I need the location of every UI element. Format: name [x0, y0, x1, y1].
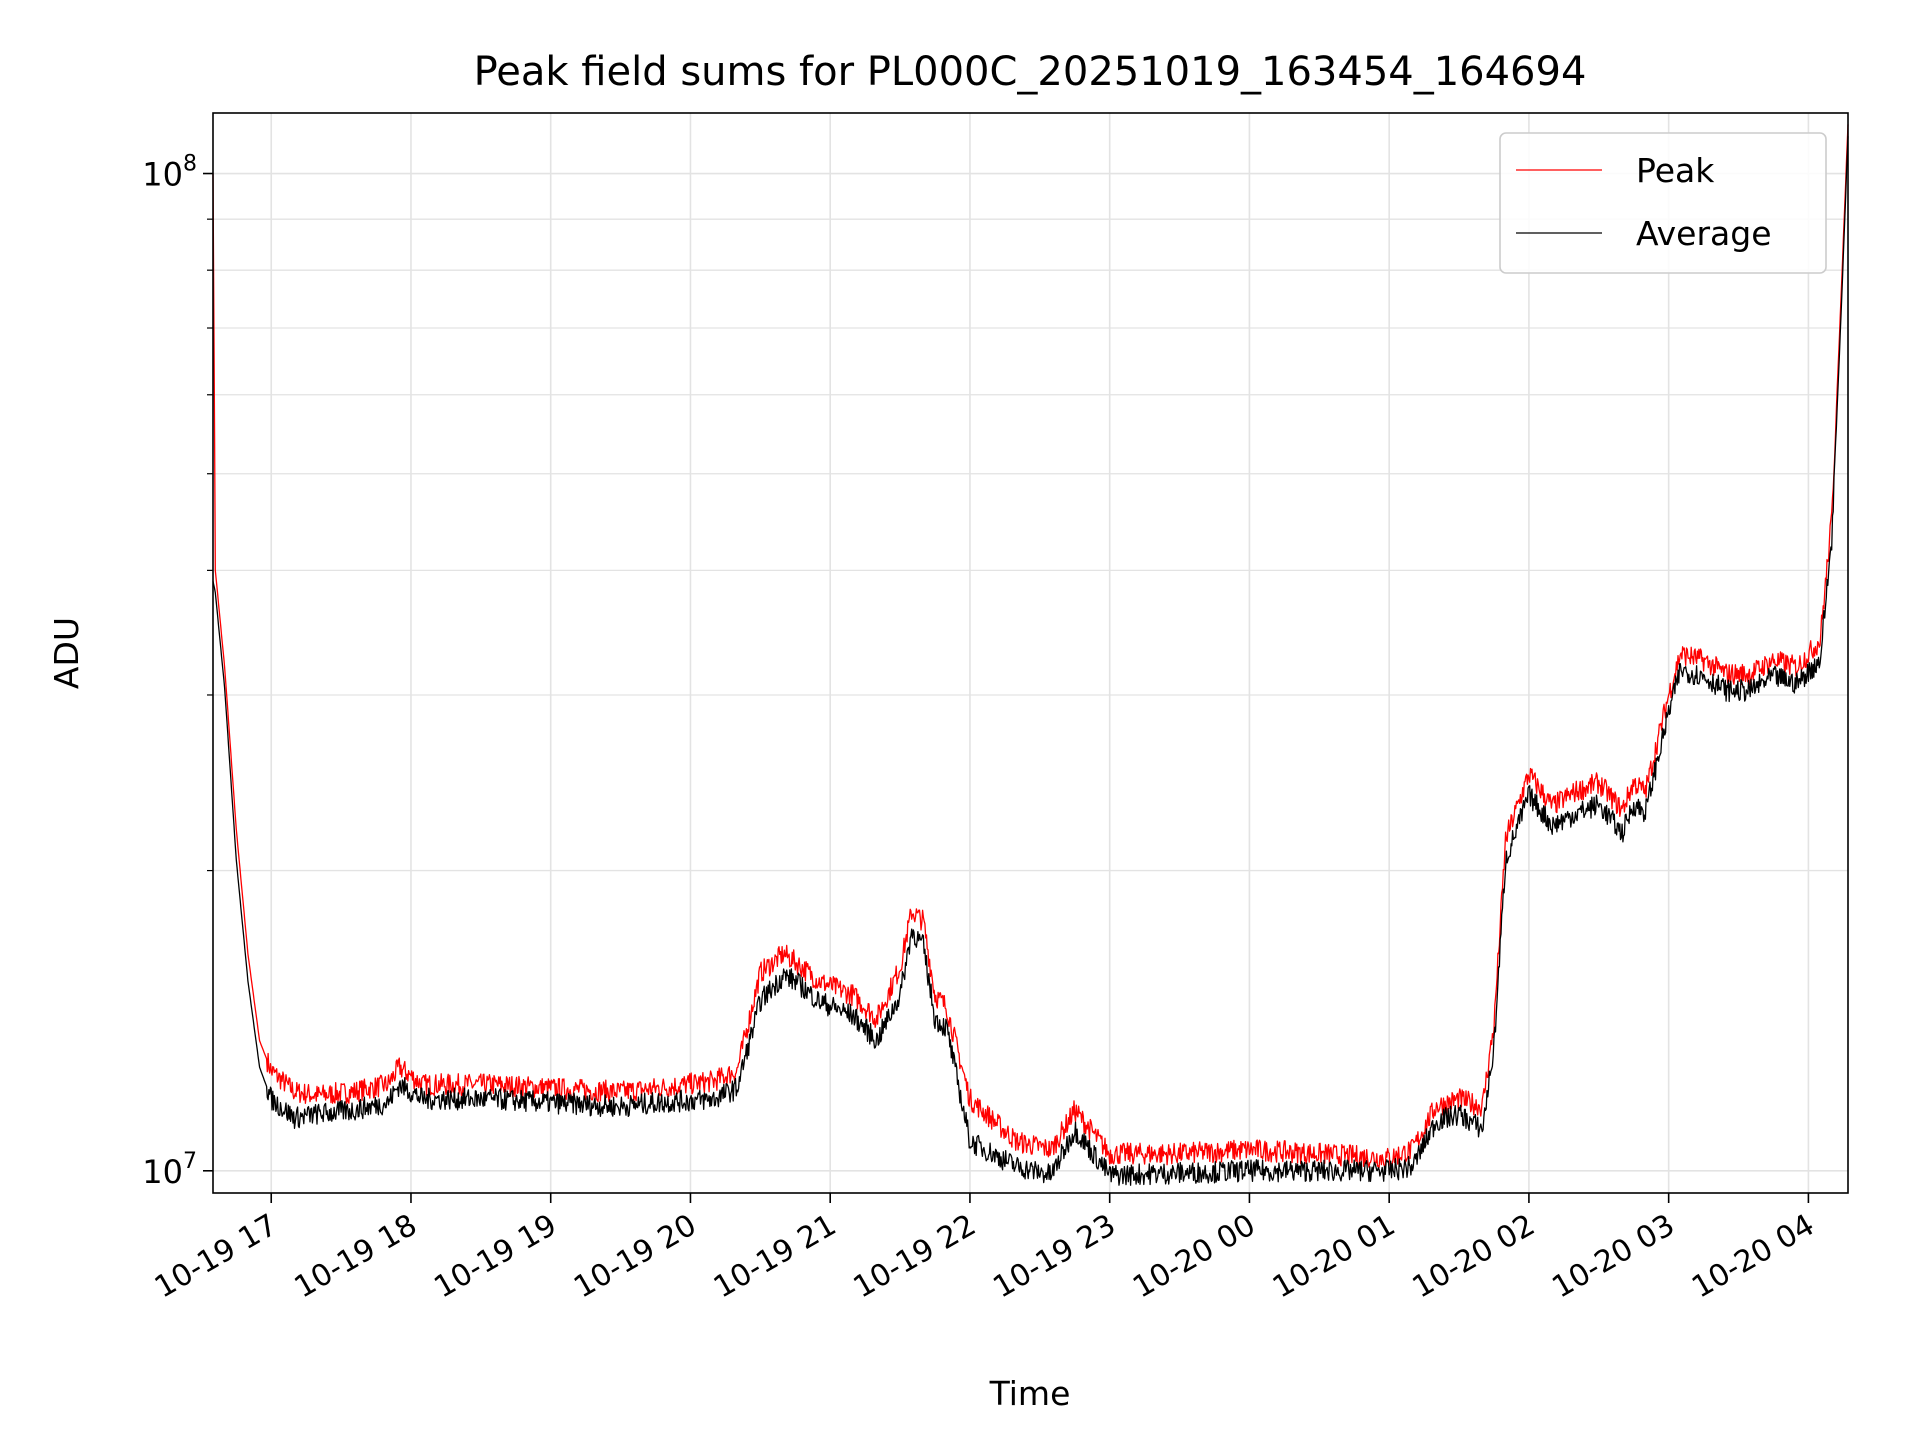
series-line-average: [212, 136, 1849, 1186]
chart-title: Peak field sums for PL000C_20251019_1634…: [474, 49, 1587, 95]
y-axis-label: ADU: [47, 617, 86, 689]
plot-frame: [212, 112, 1849, 1194]
x-axis-label: Time: [989, 1374, 1071, 1413]
legend: Peak Average: [1499, 132, 1827, 274]
y-tick-label: 108: [142, 152, 197, 194]
legend-label-peak: Peak: [1636, 151, 1715, 190]
legend-frame: [1499, 132, 1827, 274]
plot-series: [212, 124, 1849, 1186]
legend-label-average: Average: [1636, 214, 1772, 253]
